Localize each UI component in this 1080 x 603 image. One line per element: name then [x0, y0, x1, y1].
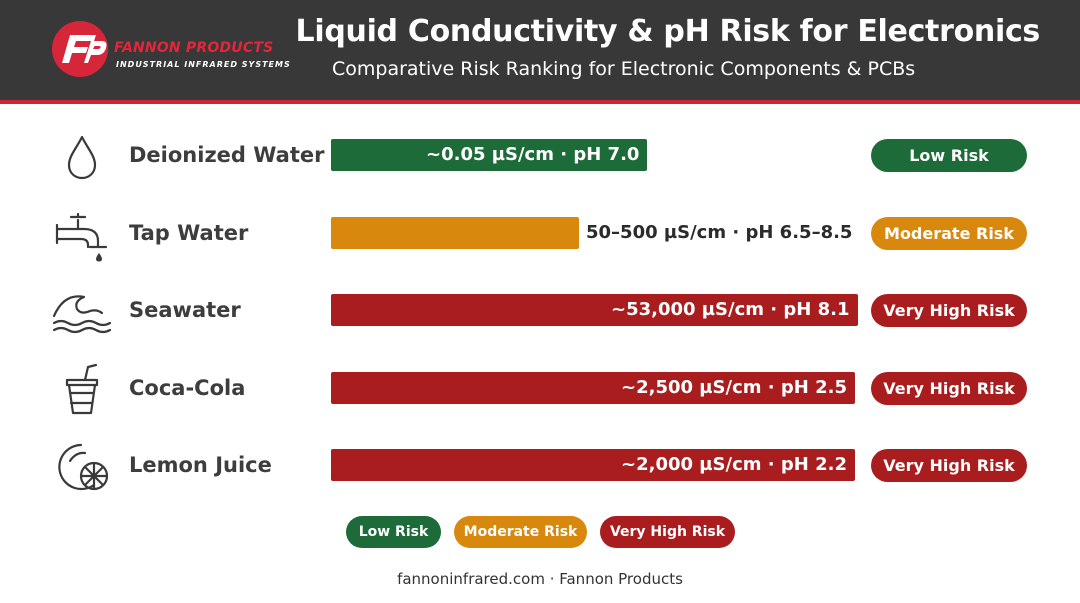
- category-label: Coca-Cola: [129, 375, 246, 400]
- page-title: Liquid Conductivity & pH Risk for Electr…: [295, 14, 1041, 49]
- category-label: Seawater: [129, 298, 241, 322]
- bar-mark: [331, 371, 855, 404]
- wave-icon: [50, 280, 114, 340]
- bar-mark: [331, 139, 647, 171]
- risk-badge: Very High Risk: [871, 294, 1027, 327]
- bar-mark: [331, 294, 858, 326]
- category-label: Lemon Juice: [129, 453, 272, 477]
- page-subtitle: Comparative Risk Ranking for Electronic …: [332, 58, 916, 80]
- bar-value-label: ~2,500 µS/cm · pH 2.5: [621, 376, 847, 398]
- brand-logo[interactable]: FANNON PRODUCTS INDUSTRIAL INFRARED SYST…: [50, 18, 290, 82]
- bar-value-label: ~0.05 µS/cm · pH 7.0: [426, 144, 640, 165]
- chart-row: Lemon Juice ~2,000 µS/cm · pH 2.2 Very Hig…: [0, 435, 1080, 495]
- brand-name: FANNON PRODUCTS: [114, 40, 274, 56]
- faucet-icon: [50, 203, 114, 263]
- bar-value-label: 50–500 µS/cm · pH 6.5–8.5: [586, 221, 853, 243]
- chart-row: Coca-Cola ~2,500 µS/cm · pH 2.5 Very High …: [0, 358, 1080, 418]
- fp-logo-icon: [52, 21, 108, 77]
- legend-low-risk: Low Risk: [346, 516, 441, 548]
- chart-row: Tap Water 50–500 µS/cm · pH 6.5–8.5 Modera…: [0, 203, 1080, 263]
- risk-badge: Moderate Risk: [871, 216, 1027, 250]
- bar-mark: [331, 449, 855, 481]
- header-bar: FANNON PRODUCTS INDUSTRIAL INFRARED SYST…: [0, 0, 1080, 100]
- risk-badge: Very High Risk: [871, 449, 1027, 482]
- chart-row: Seawater ~53,000 µS/cm · pH 8.1 Very High …: [0, 280, 1080, 340]
- legend-very-high-risk: Very High Risk: [600, 516, 735, 548]
- header-accent-line: [0, 100, 1080, 104]
- footer-credit: fannoninfrared.com · Fannon Products: [397, 570, 683, 588]
- risk-badge: Low Risk: [871, 139, 1027, 172]
- chart-row: Deionized Water ~0.05 µS/cm · pH 7.0 Low R…: [0, 125, 1080, 185]
- brand-tagline: INDUSTRIAL INFRARED SYSTEMS: [116, 60, 291, 69]
- category-label: Deionized Water: [129, 143, 325, 167]
- risk-badge: Very High Risk: [871, 371, 1027, 405]
- lemon-slice-icon: [50, 435, 114, 495]
- legend-moderate-risk: Moderate Risk: [454, 516, 587, 548]
- bar-value-label: ~2,000 µS/cm · pH 2.2: [621, 454, 847, 475]
- bar-mark: [331, 216, 579, 249]
- water-drop-icon: [50, 125, 114, 185]
- soda-cup-icon: [50, 358, 114, 418]
- category-label: Tap Water: [129, 220, 249, 245]
- bar-value-label: ~53,000 µS/cm · pH 8.1: [611, 299, 850, 320]
